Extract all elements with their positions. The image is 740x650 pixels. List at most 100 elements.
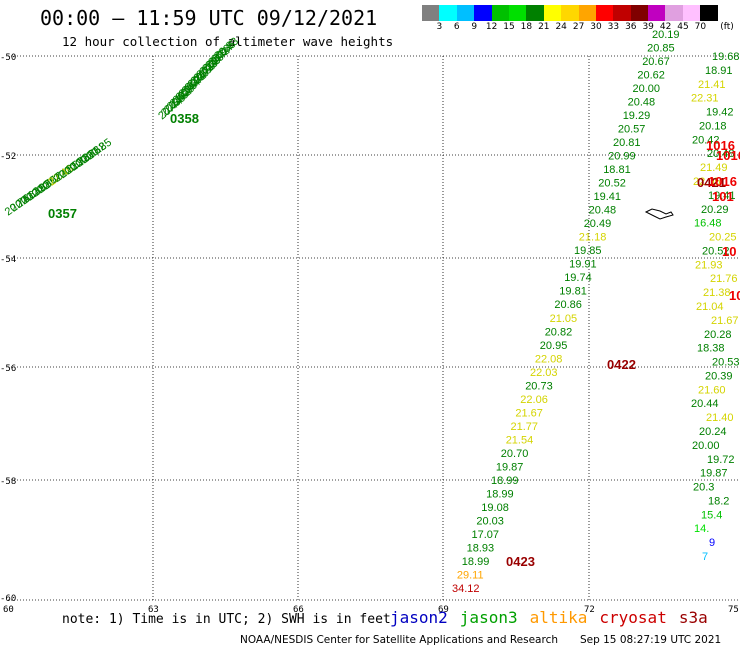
wave-height-label: 19.68: [712, 51, 740, 63]
wave-height-label: 18.99: [486, 488, 514, 500]
wave-height-label: 20.99: [608, 151, 636, 163]
page-subtitle: 12 hour collection of altimeter wave hei…: [62, 34, 394, 49]
wave-height-label: 20.85: [85, 137, 114, 163]
wave-height-label: 9: [709, 537, 715, 549]
wave-height-label: 19.29: [623, 110, 651, 122]
satellite-legend: jason2 jason3 altika cryosat s3a: [390, 608, 708, 627]
wave-height-label: 17.07: [472, 529, 500, 541]
lat-tick: -52: [0, 152, 16, 162]
generated-timestamp: Sep 15 08:27:19 UTC 2021: [580, 634, 722, 646]
lat-tick: -58: [0, 477, 16, 487]
wave-height-label: 20.70: [501, 448, 529, 460]
wave-height-label: 20.48: [628, 97, 656, 109]
page-title: 00:00 – 11:59 UTC 09/12/2021: [40, 6, 378, 30]
wave-height-label: 20.48: [707, 148, 735, 160]
wave-height-label: 20.44: [691, 398, 719, 410]
track-id: 0422: [607, 357, 636, 372]
colorbar-swatch: [578, 5, 596, 21]
colorbar-swatch: [561, 5, 579, 21]
track-id: 101: [712, 189, 734, 204]
legend-cryosat: cryosat: [599, 608, 667, 627]
wave-height-label: 18.99: [462, 556, 490, 568]
colorbar-swatch: [439, 5, 457, 21]
colorbar-label: 15: [503, 22, 515, 32]
wave-height-label: 19.41: [594, 191, 622, 203]
wave-height-label: 20.00: [633, 83, 661, 95]
wave-height-label: 22.06: [520, 394, 548, 406]
colorbar-label: 21: [538, 22, 550, 32]
wave-height-label: 20.18: [699, 120, 727, 132]
lat-tick: -60: [0, 594, 16, 604]
lat-tick: -54: [0, 255, 16, 265]
wave-height-label: 20.39: [705, 370, 733, 382]
colorbar-label: 33: [607, 22, 620, 32]
wave-height-label: 20.86: [554, 299, 582, 311]
colorbar-swatch: [474, 5, 492, 21]
island-outline: [644, 208, 674, 220]
colorbar-label: 39: [642, 22, 654, 32]
colorbar: [422, 5, 718, 21]
lat-tick: -56: [0, 364, 16, 374]
wave-height-label: 21.05: [550, 313, 578, 325]
wave-height-label: 16.48: [694, 218, 722, 230]
colorbar-swatch: [613, 5, 631, 21]
wave-height-label: 19.74: [564, 272, 592, 284]
lon-tick: 72: [584, 605, 595, 615]
colorbar-label: 9: [471, 22, 478, 32]
colorbar-labels: 3 6 9 12 15 18 21 24 27 30 33 36 39 42 4…: [422, 22, 740, 34]
lon-tick: 66: [293, 605, 304, 615]
colorbar-label: 45: [677, 22, 689, 32]
wave-height-label: 20.82: [545, 326, 573, 338]
wave-height-label: 20.57: [618, 124, 646, 136]
wave-height-label: 19.87: [496, 461, 524, 473]
legend-s3a: s3a: [678, 608, 708, 627]
wave-height-label: 15.4: [701, 509, 722, 521]
wave-height-label: 21.67: [711, 315, 739, 327]
legend-jason3: jason3: [459, 608, 518, 627]
wave-height-label: 20.49: [584, 218, 612, 230]
wave-height-label: 20.3: [693, 482, 714, 494]
wave-height-label: 29.11: [457, 570, 484, 582]
lon-tick: 75: [728, 605, 739, 615]
colorbar-swatch: [595, 5, 614, 21]
wave-height-label: 20.52: [598, 178, 626, 190]
wave-height-label: 18.93: [467, 543, 495, 555]
colorbar-label: 30: [590, 22, 602, 32]
wave-height-label: 22.05: [693, 176, 721, 188]
track-id: 0358: [170, 111, 199, 126]
wave-height-label: 20.00: [692, 440, 720, 452]
wave-height-label: 22.03: [530, 367, 558, 379]
track-id: 0357: [48, 206, 77, 221]
wave-height-label: 34.12: [452, 583, 480, 595]
footnote: note: 1) Time is in UTC; 2) SWH is in fe…: [62, 612, 391, 627]
wave-height-label: 20.73: [525, 380, 553, 392]
wave-height-label: 18.91: [705, 65, 733, 77]
colorbar-label: 27: [572, 22, 585, 32]
wave-height-label: 19.08: [481, 502, 509, 514]
wave-height-label: 18.38: [697, 343, 725, 355]
wave-height-label: 20.85: [647, 43, 675, 55]
wave-height-label: 19.72: [707, 454, 735, 466]
lat-tick: -50: [0, 53, 16, 63]
lon-tick: 63: [148, 605, 159, 615]
track-id: 1016: [706, 138, 735, 153]
wave-height-label: 20.81: [613, 137, 641, 149]
colorbar-swatch: [422, 5, 440, 21]
track-id: 1016: [716, 148, 740, 163]
colorbar-label: 18: [520, 22, 533, 32]
colorbar-swatch: [526, 5, 544, 21]
wave-height-label: 19.41: [708, 190, 736, 202]
colorbar-label: 70: [694, 22, 707, 32]
track-id: 10: [722, 244, 736, 259]
wave-height-label: 21.41: [698, 79, 726, 91]
track-id: 1016: [708, 174, 737, 189]
colorbar-swatch: [543, 5, 562, 21]
wave-height-label: 18.99: [491, 475, 519, 487]
wave-height-label: 20.03: [476, 515, 504, 527]
wave-height-label: 21.40: [706, 412, 734, 424]
credit-text: NOAA/NESDIS Center for Satellite Applica…: [240, 634, 558, 646]
wave-height-label: 20.24: [699, 426, 727, 438]
wave-height-label: 21.18: [579, 232, 607, 244]
wave-height-label: 19.87: [700, 468, 728, 480]
